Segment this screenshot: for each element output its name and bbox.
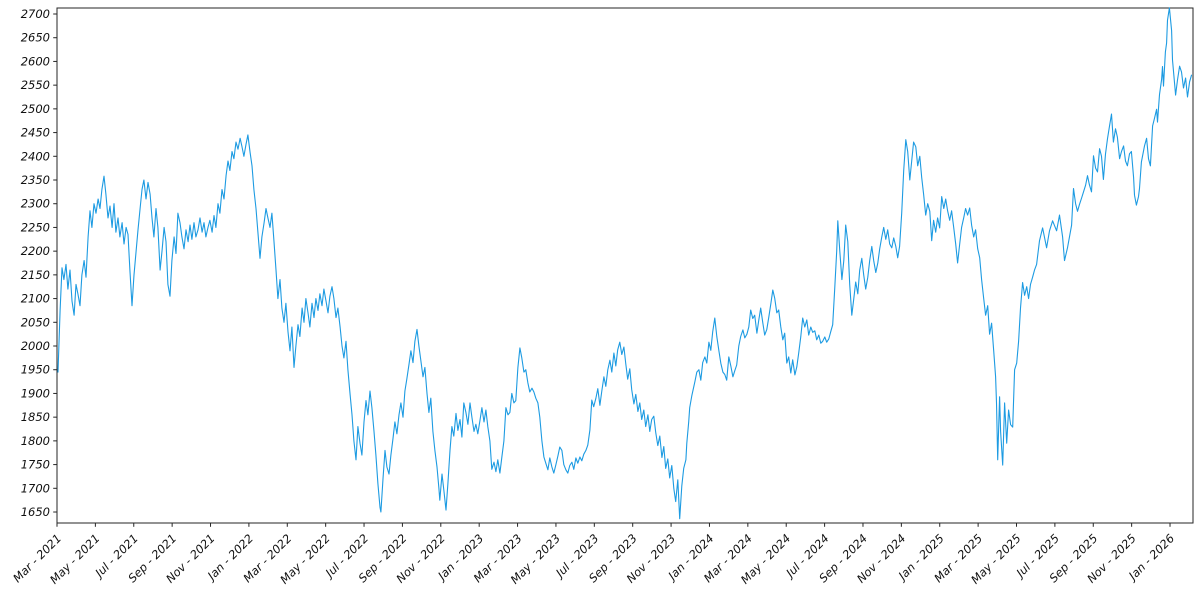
y-tick-label: 2050 bbox=[21, 315, 50, 329]
y-tick-label: 2000 bbox=[21, 339, 50, 353]
y-tick-label: 1900 bbox=[21, 386, 50, 400]
y-tick-label: 1750 bbox=[21, 458, 50, 472]
price-line bbox=[57, 7, 1193, 520]
y-tick-label: 2550 bbox=[21, 78, 50, 92]
y-tick-label: 2450 bbox=[21, 126, 50, 140]
y-tick-label: 2500 bbox=[21, 102, 50, 116]
y-tick-label: 1950 bbox=[21, 363, 50, 377]
y-tick-label: 2250 bbox=[21, 220, 50, 234]
plot-border bbox=[56, 7, 1194, 524]
y-tick-label: 2400 bbox=[21, 149, 50, 163]
y-tick-label: 2600 bbox=[21, 54, 50, 68]
y-tick-label: 2100 bbox=[21, 292, 50, 306]
y-tick-label: 1800 bbox=[21, 434, 50, 448]
y-tick-label: 2650 bbox=[21, 31, 50, 45]
y-tick-label: 2150 bbox=[21, 268, 50, 282]
y-tick-label: 2200 bbox=[21, 244, 50, 258]
y-tick-label: 2700 bbox=[21, 7, 50, 21]
y-tick-label: 1700 bbox=[21, 481, 50, 495]
y-tick-label: 2350 bbox=[21, 173, 50, 187]
y-axis: 1650 1700 1750 1800 1850 1900 1950 2000 2050 2100… bbox=[21, 7, 57, 519]
y-tick-label: 1650 bbox=[21, 505, 50, 519]
y-tick-label: 2300 bbox=[21, 197, 50, 211]
y-tick-label: 1850 bbox=[21, 410, 50, 424]
